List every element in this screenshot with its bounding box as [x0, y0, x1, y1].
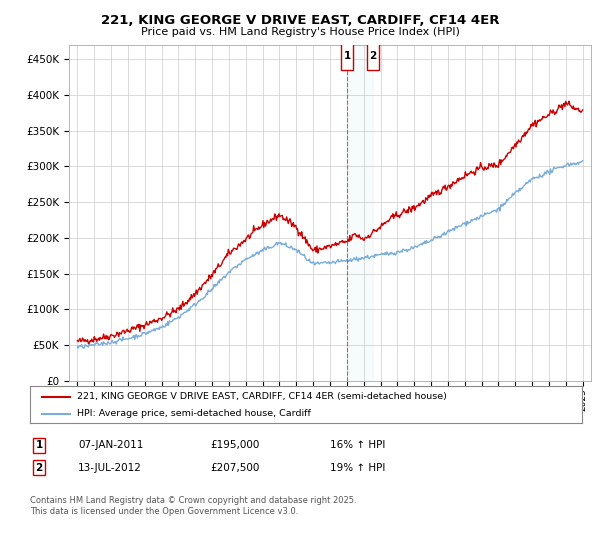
Text: 19% ↑ HPI: 19% ↑ HPI	[330, 463, 385, 473]
Text: 13-JUL-2012: 13-JUL-2012	[78, 463, 142, 473]
Text: 221, KING GEORGE V DRIVE EAST, CARDIFF, CF14 4ER (semi-detached house): 221, KING GEORGE V DRIVE EAST, CARDIFF, …	[77, 392, 447, 401]
Text: 07-JAN-2011: 07-JAN-2011	[78, 440, 143, 450]
Text: 221, KING GEORGE V DRIVE EAST, CARDIFF, CF14 4ER: 221, KING GEORGE V DRIVE EAST, CARDIFF, …	[101, 14, 499, 27]
FancyBboxPatch shape	[341, 43, 353, 70]
Bar	[347, 45, 373, 381]
Text: 16% ↑ HPI: 16% ↑ HPI	[330, 440, 385, 450]
Text: HPI: Average price, semi-detached house, Cardiff: HPI: Average price, semi-detached house,…	[77, 409, 311, 418]
FancyBboxPatch shape	[367, 43, 379, 70]
Text: Price paid vs. HM Land Registry's House Price Index (HPI): Price paid vs. HM Land Registry's House …	[140, 27, 460, 37]
Text: £207,500: £207,500	[210, 463, 259, 473]
Text: 1: 1	[35, 440, 43, 450]
Text: Contains HM Land Registry data © Crown copyright and database right 2025.
This d: Contains HM Land Registry data © Crown c…	[30, 496, 356, 516]
Text: 2: 2	[35, 463, 43, 473]
Text: 1: 1	[344, 51, 351, 61]
Text: 2: 2	[369, 51, 376, 61]
Text: £195,000: £195,000	[210, 440, 259, 450]
